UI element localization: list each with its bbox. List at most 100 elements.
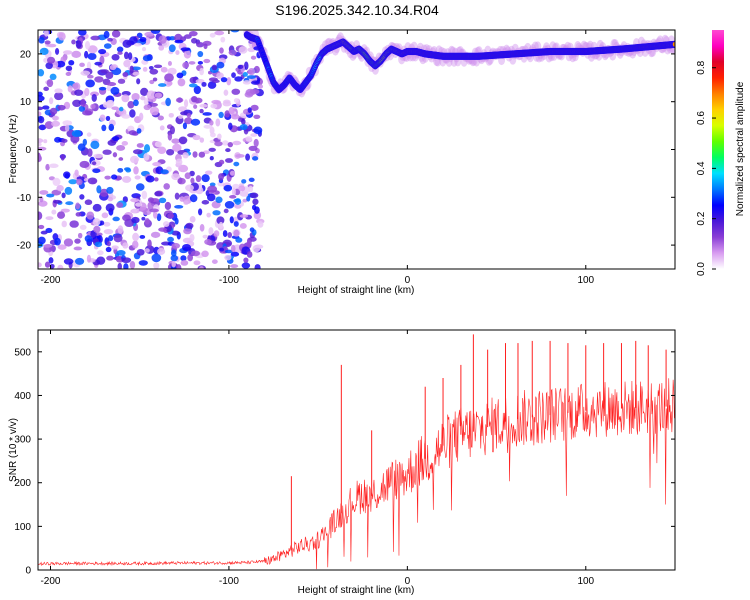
noise-speck [174,192,180,200]
noise-speck [158,227,168,232]
spectrogram-marks [38,30,675,269]
noise-speck [206,212,211,218]
noise-speck [117,167,124,173]
noise-speck [63,258,74,265]
noise-speck [250,55,257,60]
noise-speck [229,170,236,176]
noise-speck [117,51,123,55]
noise-speck [44,40,51,45]
noise-speck [46,56,56,64]
noise-speck [199,108,204,114]
noise-speck [238,46,248,54]
noise-speck [99,188,109,197]
snr-series-line [38,378,675,570]
noise-speck [52,115,60,121]
noise-speck [64,124,70,132]
noise-speck [166,148,175,156]
noise-speck [111,174,118,180]
noise-speck [43,86,49,91]
noise-speck [233,229,240,237]
noise-speck [40,230,48,235]
noise-speck [207,185,218,193]
noise-speck [231,88,241,95]
noise-speck [98,48,107,55]
noise-speck [208,227,214,235]
noise-speck [38,138,44,144]
noise-speck [38,236,46,245]
noise-speck [133,42,142,47]
noise-speck [97,250,104,256]
noise-speck [209,182,216,187]
noise-speck [56,185,64,192]
colorbar-gradient [712,30,724,269]
noise-speck [182,61,190,69]
snr-y-axis-label: SNR (10 * v/v) [8,418,19,482]
noise-speck [125,168,132,173]
noise-speck [167,132,173,141]
noise-speck [92,168,101,174]
noise-speck [226,77,232,86]
noise-speck [183,34,192,39]
noise-speck [127,52,133,60]
noise-speck [150,30,161,34]
noise-speck [106,241,112,247]
noise-speck [229,216,234,224]
noise-speck [216,216,225,225]
noise-speck [127,100,135,109]
spectrogram-x-tick-label: 100 [577,275,594,286]
noise-speck [199,266,204,269]
noise-speck [190,118,201,126]
noise-speck [57,211,66,219]
noise-speck [86,61,92,70]
noise-speck [175,97,184,103]
noise-speck [202,234,209,239]
noise-speck [185,222,194,229]
noise-speck [45,62,53,70]
noise-speck [48,257,54,264]
colorbar-tick-label: 0.4 [696,161,707,175]
noise-speck [230,264,239,269]
noise-speck [231,72,236,79]
noise-speck [93,225,101,233]
noise-speck [136,32,143,39]
noise-speck [180,47,191,52]
noise-speck [204,238,212,245]
noise-speck [57,104,66,111]
noise-speck [119,106,124,112]
noise-speck [180,111,189,116]
noise-speck [110,86,120,95]
noise-speck [76,178,83,186]
noise-speck [157,146,167,154]
noise-speck [57,244,67,250]
noise-speck [253,114,261,119]
colorbar-tick-label: 0.0 [696,262,707,276]
noise-speck [175,50,180,55]
noise-speck [61,220,67,228]
noise-speck [49,107,58,115]
noise-speck [203,43,208,50]
noise-speck [239,214,249,218]
noise-speck [96,185,102,194]
noise-speck [228,122,233,130]
noise-speck [238,185,246,192]
noise-speck [246,251,253,258]
noise-speck [243,61,249,70]
noise-speck [63,238,74,247]
noise-speck [46,79,54,88]
noise-speck [225,158,234,163]
snr-y-tick-label: 400 [14,391,31,402]
noise-speck [216,72,224,80]
noise-speck [243,257,249,263]
noise-speck [144,248,150,253]
noise-speck [177,78,186,87]
noise-speck [249,88,260,95]
noise-speck [186,113,192,118]
colorbar-label: Normalized spectral amplitude [735,81,746,216]
noise-speck [105,71,114,80]
noise-speck [68,59,75,66]
noise-speck [129,109,136,118]
noise-speck [85,79,95,88]
noise-speck [230,30,240,33]
noise-speck [250,133,258,137]
colorbar-tick-label: 0.6 [696,111,707,125]
